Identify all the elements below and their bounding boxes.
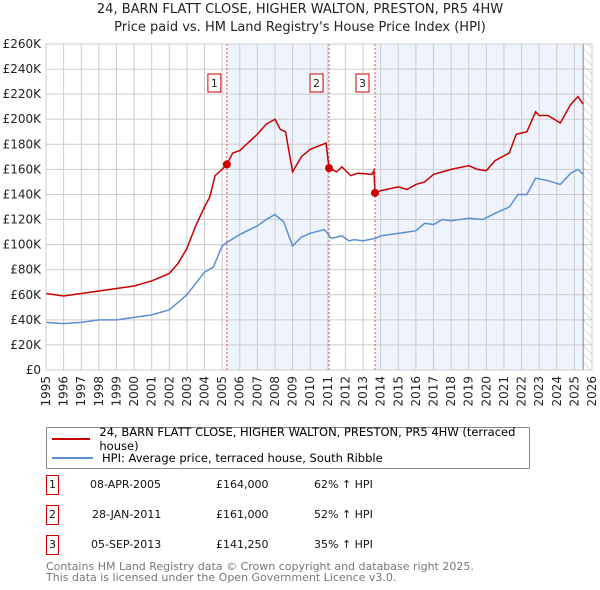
legend-item-property: 24, BARN FLATT CLOSE, HIGHER WALTON, PRE… xyxy=(52,425,529,453)
x-tick-label: 2012 xyxy=(338,376,352,407)
x-tick-label: 2019 xyxy=(462,376,476,407)
x-tick-label: 1999 xyxy=(109,376,123,407)
forecast-hatch xyxy=(583,44,592,370)
plot-area: £0 £20K £40K £60K £80K £100K £120K £140K £160K £1… xyxy=(3,37,599,407)
y-tick-label: £40K xyxy=(10,313,42,327)
x-tick-label: 2026 xyxy=(585,376,599,407)
sale-marker-badge: 2 xyxy=(46,505,59,525)
x-tick-label: 2015 xyxy=(391,376,405,407)
footer: Contains HM Land Registry data © Crown c… xyxy=(46,561,474,583)
sale-point xyxy=(325,164,334,173)
sale-hpi-diff: 52% ↑ HPI xyxy=(314,508,373,521)
sale-label-box xyxy=(309,73,324,93)
shaded-region xyxy=(375,44,584,370)
x-tick-label: 1998 xyxy=(92,376,106,407)
sale-marker-badge: 1 xyxy=(46,475,59,495)
sale-date: 28-JAN-2011 xyxy=(92,508,162,521)
sale-label: 3 xyxy=(359,77,366,90)
legend: 24, BARN FLATT CLOSE, HIGHER WALTON, PRE… xyxy=(46,425,530,469)
y-tick-label: £200K xyxy=(3,112,43,126)
y-tick-label: £20K xyxy=(10,338,42,352)
sale-date: 08-APR-2005 xyxy=(90,478,162,491)
x-tick-label: 2009 xyxy=(286,376,300,407)
x-tick-label: 1995 xyxy=(39,376,53,407)
y-tick-label: £220K xyxy=(3,87,43,101)
shaded-region xyxy=(226,44,330,370)
legend-label: 24, BARN FLATT CLOSE, HIGHER WALTON, PRE… xyxy=(99,425,516,453)
y-tick-label: £160K xyxy=(3,162,43,176)
x-tick-label: 2018 xyxy=(444,376,458,407)
x-tick-label: 2021 xyxy=(497,376,511,407)
sale-marker-badge: 3 xyxy=(46,535,59,555)
footer-licence: This data is licensed under the Open Gov… xyxy=(46,571,397,584)
x-tick-label: 2025 xyxy=(567,376,581,407)
x-tick-label: 2013 xyxy=(356,376,370,407)
x-tick-label: 2001 xyxy=(145,376,159,407)
sale-date: 05-SEP-2013 xyxy=(91,538,162,551)
hpi-line xyxy=(45,168,584,325)
x-tick-label: 2011 xyxy=(321,376,335,407)
y-tick-label: £140K xyxy=(3,187,43,201)
sale-price: £141,250 xyxy=(216,538,269,551)
x-tick-label: 2020 xyxy=(479,376,493,407)
x-tick-label: 2022 xyxy=(515,376,529,407)
legend-swatch-blue xyxy=(52,457,93,459)
x-tick-label: 1996 xyxy=(57,376,71,407)
legend-swatch-red xyxy=(52,438,91,440)
y-tick-label: £80K xyxy=(10,263,42,277)
x-tick-label: 2003 xyxy=(180,376,194,407)
sale-label-box xyxy=(355,73,370,93)
y-tick-label: £60K xyxy=(10,288,42,302)
legend-item-hpi: HPI: Average price, terraced house, Sout… xyxy=(52,450,383,466)
x-tick-label: 2000 xyxy=(127,376,141,407)
sale-hpi-diff: 62% ↑ HPI xyxy=(314,478,373,491)
footer-copyright: Contains HM Land Registry data © Crown c… xyxy=(46,560,474,573)
sale-label: 2 xyxy=(313,77,320,90)
x-tick-label: 2016 xyxy=(409,376,423,407)
x-tick-label: 1997 xyxy=(74,376,88,407)
x-tick-label: 2010 xyxy=(303,376,317,407)
y-tick-label: £260K xyxy=(3,37,43,51)
sale-label: 1 xyxy=(211,77,218,90)
x-tick-label: 2005 xyxy=(215,376,229,407)
y-tick-label: £240K xyxy=(3,62,43,76)
sale-hpi-diff: 35% ↑ HPI xyxy=(314,538,373,551)
x-tick-label: 2004 xyxy=(198,376,212,407)
sale-price: £164,000 xyxy=(216,478,269,491)
chart-subtitle: Price paid vs. HM Land Registry's House … xyxy=(114,20,486,35)
sale-label-box xyxy=(207,73,222,93)
x-tick-label: 2023 xyxy=(532,376,546,407)
plot-border xyxy=(45,43,593,371)
chart-title: 24, BARN FLATT CLOSE, HIGHER WALTON, PRE… xyxy=(96,2,504,17)
x-tick-label: 2007 xyxy=(250,376,264,407)
y-tick-label: £180K xyxy=(3,137,43,151)
y-tick-label: £0 xyxy=(26,363,41,377)
sale-point xyxy=(222,160,231,169)
x-tick-label: 2014 xyxy=(374,376,388,407)
x-tick-label: 2017 xyxy=(426,376,440,407)
x-tick-label: 2002 xyxy=(162,376,176,407)
x-tick-label: 2008 xyxy=(268,376,282,407)
x-tick-label: 2006 xyxy=(233,376,247,407)
sale-point xyxy=(371,188,380,197)
legend-label: HPI: Average price, terraced house, Sout… xyxy=(102,451,383,465)
y-tick-label: £100K xyxy=(3,238,43,252)
y-tick-label: £120K xyxy=(3,213,43,227)
sale-price: £161,000 xyxy=(216,508,269,521)
property-price-line xyxy=(45,95,584,297)
x-tick-label: 2024 xyxy=(550,376,564,407)
